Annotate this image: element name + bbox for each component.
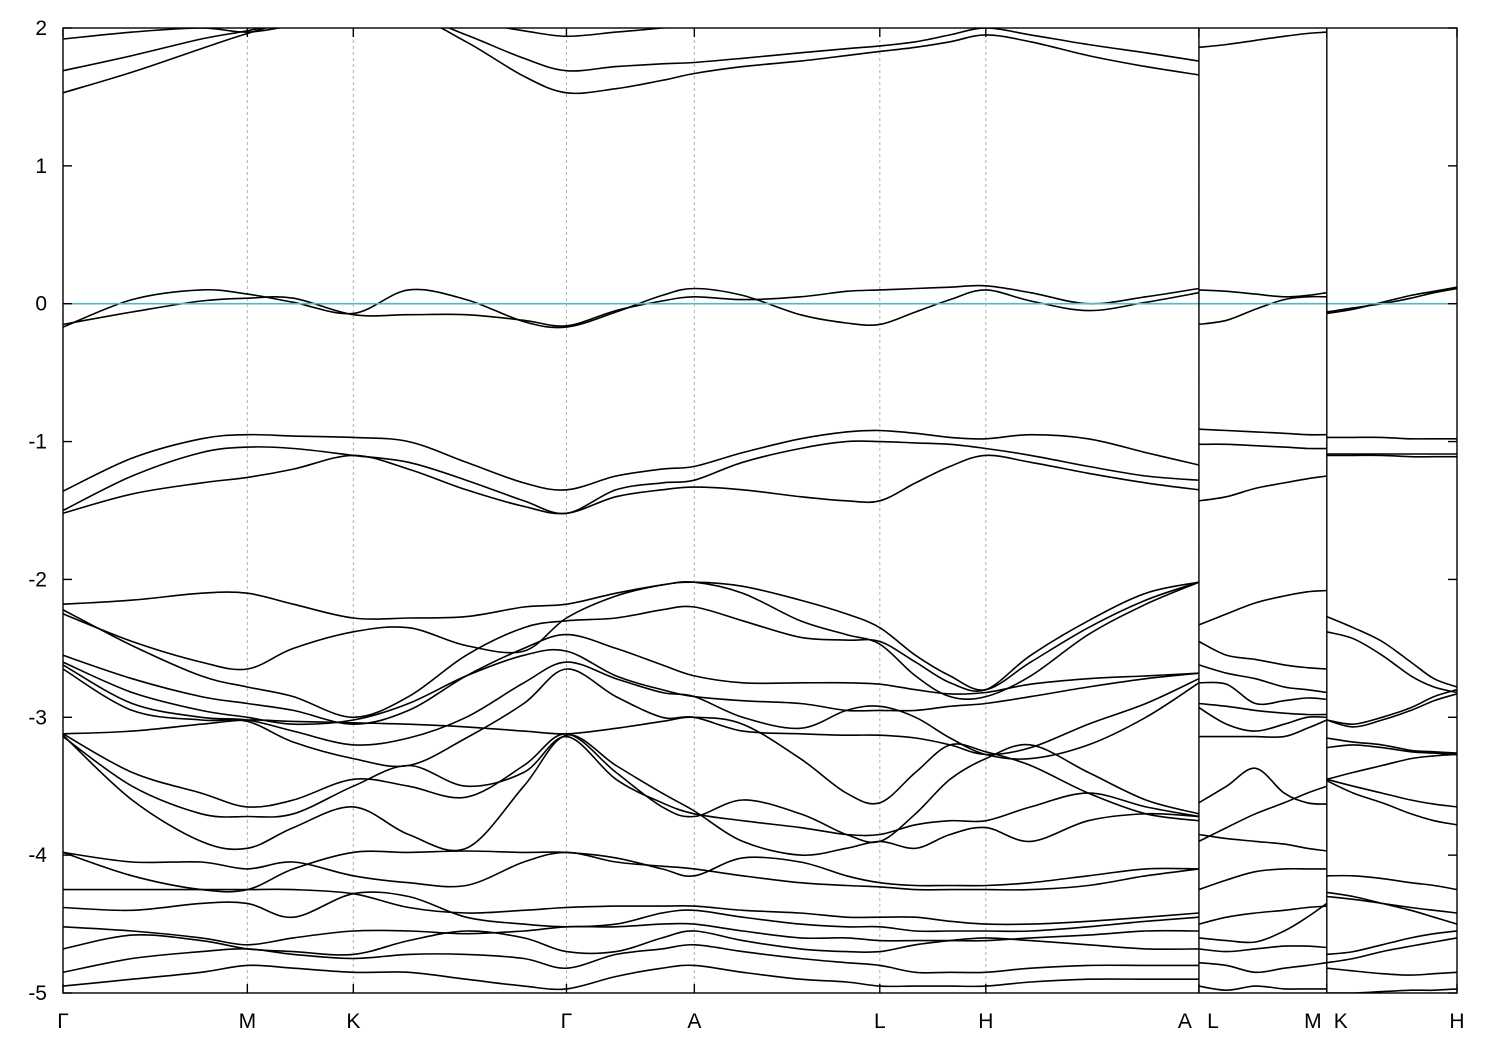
- band-line-seg0-3: [63, 287, 1200, 329]
- band-line-seg1-9: [1198, 681, 1327, 706]
- band-line-seg0-7: [63, 429, 1200, 492]
- band-line-seg0-0: [63, 28, 1200, 95]
- band-line-seg1-4: [1198, 443, 1327, 450]
- band-line-seg1-21: [1198, 985, 1327, 992]
- band-line-seg2-13: [1326, 779, 1457, 826]
- band-line-seg2-14: [1326, 874, 1457, 891]
- band-line-seg1-20: [1198, 961, 1327, 974]
- band-line-seg0-18: [63, 734, 1199, 857]
- band-line-seg1-19: [1198, 945, 1327, 953]
- band-line-seg1-14: [1198, 833, 1327, 852]
- band-line-seg2-2: [1326, 436, 1457, 440]
- y-tick-label: 1: [35, 155, 47, 178]
- y-tick-label: -2: [28, 568, 47, 591]
- y-axis-ticks: -5 -4 -3 -2 -1 0 1 2: [28, 17, 1457, 1005]
- band-line-seg1-16: [1198, 867, 1327, 891]
- band-line-seg1-3: [1198, 428, 1327, 436]
- band-line-seg2-18: [1326, 937, 1457, 964]
- band-line-seg1-1: [1198, 289, 1327, 298]
- band-line-seg2-9: [1326, 737, 1457, 754]
- kpoint-label: M: [239, 1010, 257, 1033]
- band-line-seg1-6: [1198, 589, 1327, 626]
- band-line-seg0-16: [63, 732, 1200, 844]
- kpoint-label: K: [346, 1010, 360, 1033]
- kpoint-label: A: [687, 1010, 701, 1033]
- kpoint-label: H: [1449, 1010, 1464, 1033]
- kpoint-gridlines: [246, 28, 1328, 993]
- band-line-seg0-15: [63, 716, 1200, 822]
- band-line-seg0-5: [63, 454, 1199, 515]
- kpoint-label: M: [1304, 1010, 1322, 1033]
- y-tick-label: -3: [28, 706, 47, 729]
- band-line-seg0-12: [63, 648, 1199, 726]
- band-lines: [63, 28, 1457, 993]
- band-line-seg0-17: [63, 735, 1200, 837]
- kpoint-label: K: [1334, 1010, 1348, 1033]
- band-line-seg0-21: [63, 888, 1199, 926]
- band-line-seg0-9: [63, 581, 1200, 691]
- band-line-seg0-22: [63, 891, 1199, 933]
- band-line-seg0-11: [63, 633, 1199, 726]
- band-line-seg0-6: [63, 440, 1199, 515]
- band-line-seg1-2: [1198, 295, 1327, 326]
- kpoint-label: A: [1178, 1010, 1192, 1033]
- y-tick-label: -4: [28, 844, 47, 867]
- band-line-seg1-0: [1198, 31, 1327, 49]
- band-line-seg1-17: [1198, 905, 1327, 925]
- plot-frame: [62, 27, 1458, 994]
- band-line-seg1-15: [1198, 785, 1328, 843]
- band-line-seg2-0: [1326, 286, 1457, 315]
- band-line-seg0-10: [63, 581, 1200, 719]
- band-line-seg0-14: [63, 668, 1200, 768]
- band-line-seg0-24: [63, 930, 1199, 956]
- band-line-seg2-17: [1326, 930, 1457, 956]
- band-line-seg1-13: [1198, 767, 1327, 805]
- band-line-seg2-7: [1326, 688, 1457, 726]
- band-line-seg1-8: [1198, 664, 1327, 694]
- kpoint-label: Γ: [561, 1010, 573, 1033]
- y-tick-label: -5: [28, 982, 47, 1005]
- band-line-seg2-19: [1326, 967, 1457, 976]
- band-line-seg1-18: [1198, 902, 1328, 944]
- band-line-seg1-5: [1198, 475, 1327, 502]
- y-tick-label: -1: [28, 431, 47, 454]
- y-tick-label: 0: [35, 293, 47, 316]
- band-line-seg0-4: [63, 284, 1200, 327]
- band-line-seg0-23: [63, 922, 1199, 946]
- band-line-seg1-12: [1198, 719, 1328, 739]
- band-line-seg2-11: [1326, 753, 1457, 781]
- band-line-seg2-15: [1326, 895, 1457, 914]
- band-line-seg2-4: [1326, 454, 1457, 458]
- band-line-seg0-26: [63, 964, 1199, 991]
- kpoint-label: L: [874, 1010, 886, 1033]
- band-line-seg2-6: [1326, 631, 1457, 694]
- band-line-seg2-5: [1326, 615, 1457, 688]
- band-line-seg0-25: [63, 943, 1199, 974]
- band-line-seg2-8: [1326, 693, 1457, 728]
- segment-breaks: [1198, 28, 1328, 993]
- kpoint-label: H: [978, 1010, 993, 1033]
- band-line-seg2-16: [1326, 891, 1457, 925]
- band-line-seg2-12: [1326, 778, 1457, 808]
- band-line-seg1-10: [1198, 702, 1327, 716]
- band-line-seg1-11: [1198, 706, 1327, 732]
- band-line-seg2-1: [1326, 287, 1457, 313]
- band-line-seg2-10: [1326, 744, 1457, 756]
- y-tick-label: 2: [35, 17, 47, 40]
- band-line-seg1-7: [1198, 640, 1327, 670]
- band-line-seg2-20: [1326, 988, 1457, 993]
- kpoint-label: Γ: [57, 1010, 69, 1033]
- band-line-seg0-20: [63, 850, 1199, 893]
- band-line-seg0-19: [63, 851, 1200, 891]
- kpoint-label: L: [1207, 1010, 1219, 1033]
